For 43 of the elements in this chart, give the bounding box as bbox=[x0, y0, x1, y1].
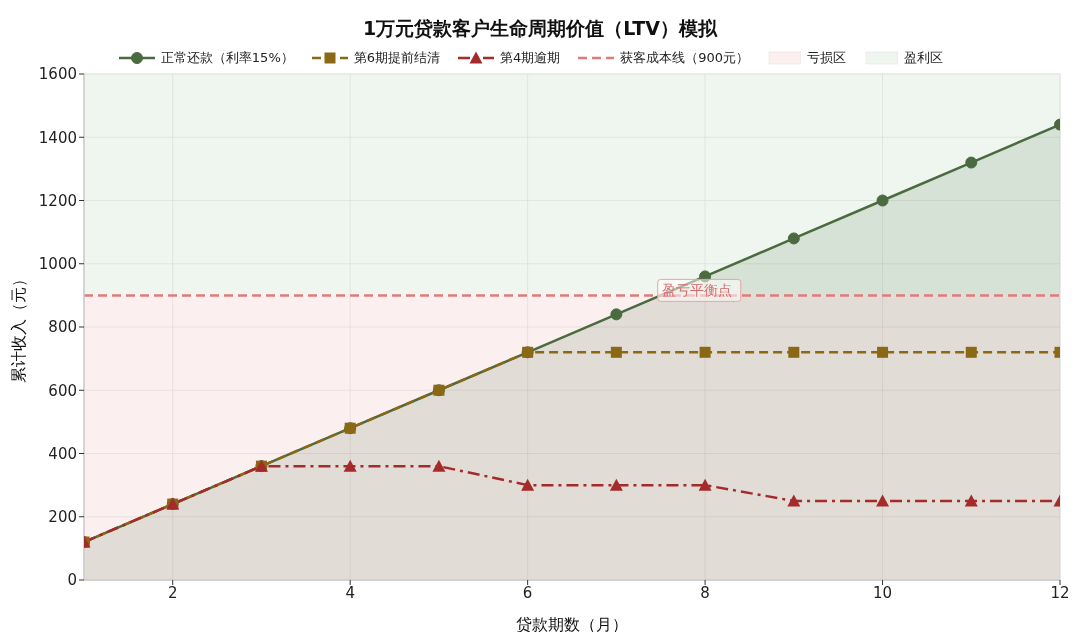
point bbox=[432, 459, 446, 472]
x-tick-label: 4 bbox=[345, 583, 355, 602]
legend-label: 第6期提前结清 bbox=[353, 49, 441, 67]
legend-label: 盈利区 bbox=[904, 49, 944, 67]
y-tick-label: 600 bbox=[48, 381, 77, 400]
point bbox=[609, 478, 623, 491]
point bbox=[876, 194, 889, 207]
point bbox=[699, 346, 711, 358]
point bbox=[965, 156, 978, 169]
x-axis-title: 贷款期数（月） bbox=[516, 615, 628, 634]
y-tick-label: 400 bbox=[48, 444, 77, 463]
point bbox=[521, 478, 535, 491]
x-tick-label: 2 bbox=[167, 583, 178, 602]
point bbox=[699, 270, 712, 283]
annotation: 盈亏平衡点 bbox=[661, 282, 732, 299]
point bbox=[343, 459, 357, 472]
y-tick-label: 1000 bbox=[38, 255, 77, 274]
point bbox=[965, 346, 977, 358]
y-tick-label: 1400 bbox=[38, 128, 77, 147]
y-tick-label: 1200 bbox=[38, 191, 77, 210]
point bbox=[964, 494, 978, 507]
chart-title: 1万元贷款客户生命周期价值（LTV）模拟 bbox=[362, 16, 719, 41]
x-tick-label: 8 bbox=[700, 583, 710, 602]
point bbox=[610, 308, 623, 321]
legend-label: 获客成本线（900元） bbox=[620, 49, 750, 67]
point bbox=[787, 232, 800, 245]
y-tick-label: 800 bbox=[48, 318, 77, 337]
legend-label: 第4期逾期 bbox=[500, 49, 561, 67]
y-tick-label: 200 bbox=[48, 508, 77, 527]
y-axis-title: 累计收入（元） bbox=[8, 271, 28, 383]
point bbox=[877, 346, 889, 358]
point bbox=[610, 346, 622, 358]
point bbox=[698, 478, 712, 491]
y-tick-label: 0 bbox=[67, 571, 77, 590]
point bbox=[788, 346, 800, 358]
point bbox=[787, 494, 801, 507]
x-tick-label: 6 bbox=[522, 583, 533, 602]
legend-label: 正常还款（利率15%） bbox=[160, 49, 294, 67]
y-tick-label: 1600 bbox=[38, 65, 77, 84]
legend-label: 亏损区 bbox=[807, 49, 847, 67]
point bbox=[876, 494, 890, 507]
x-tick-label: 12 bbox=[1050, 583, 1070, 602]
x-tick-label: 10 bbox=[873, 583, 893, 602]
